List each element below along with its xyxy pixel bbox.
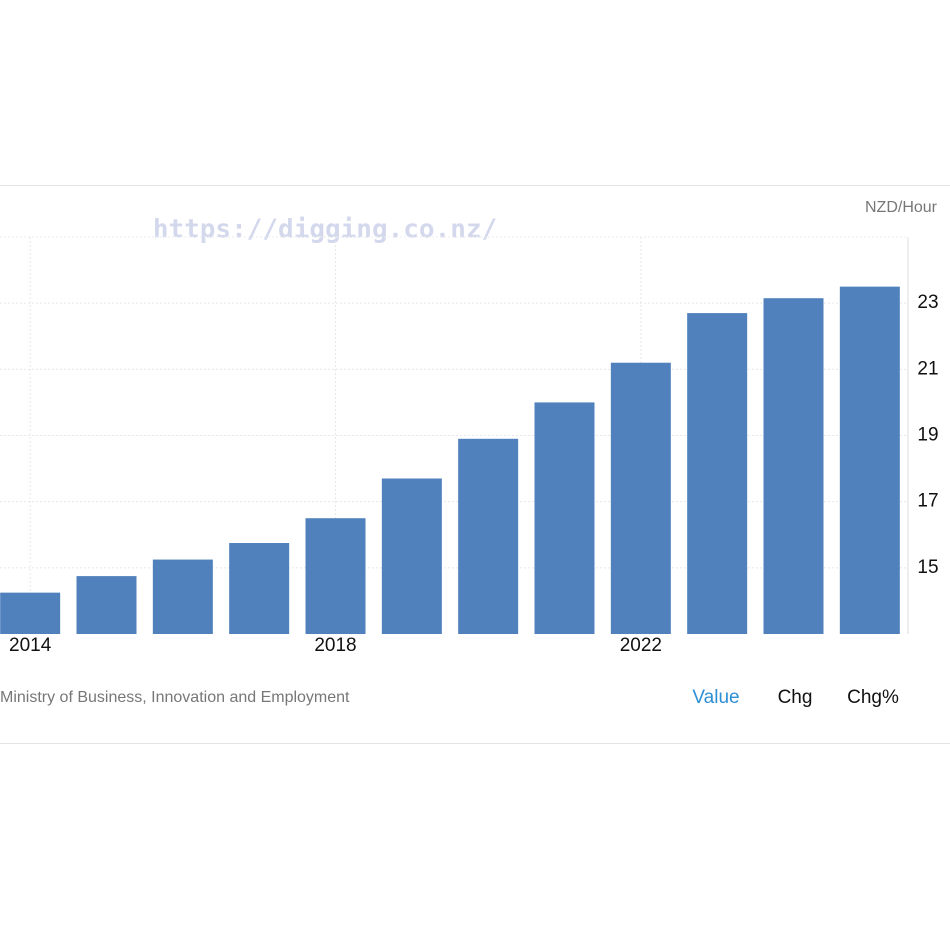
- y-tick-label: 21: [917, 358, 938, 379]
- y-tick-label: 15: [917, 557, 938, 578]
- bar: [76, 576, 137, 634]
- bar: [381, 478, 442, 634]
- bar: [0, 592, 61, 634]
- bar: [687, 313, 748, 634]
- bar: [229, 543, 290, 634]
- watermark: https://digging.co.nz/: [153, 215, 497, 245]
- y-tick-label: 23: [917, 292, 938, 313]
- bar: [305, 518, 366, 634]
- x-tick-label: 2018: [314, 635, 356, 656]
- x-tick-label: 2022: [620, 635, 662, 656]
- bar: [610, 362, 671, 634]
- bar: [458, 438, 519, 634]
- bar: [763, 298, 824, 634]
- y-tick-label: 17: [917, 491, 938, 512]
- button[interactable]: Chg: [778, 687, 813, 708]
- y-tick-label: 19: [917, 425, 938, 446]
- source: Ministry of Business, Innovation and Emp…: [0, 689, 350, 706]
- x-tick-label: 2014: [9, 635, 52, 656]
- button[interactable]: Chg%: [847, 687, 899, 708]
- bar: [534, 402, 595, 634]
- bar: [152, 559, 213, 634]
- bar: [839, 286, 900, 634]
- button[interactable]: Value: [692, 687, 739, 708]
- unit-label: NZD/Hour: [865, 199, 938, 216]
